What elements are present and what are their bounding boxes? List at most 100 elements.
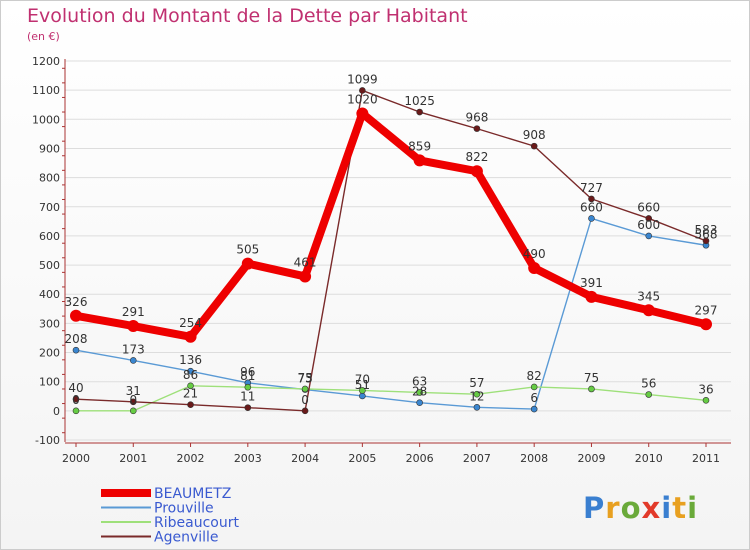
data-point [588,215,595,222]
data-point [588,195,595,203]
chart-subtitle: (en €) [27,30,60,43]
data-label: 0 [301,393,309,407]
data-label: 0 [72,393,80,407]
data-point [585,290,598,303]
x-tick-label: 2000 [62,452,90,465]
data-label: 70 [355,372,370,386]
data-label: 600 [637,218,660,232]
data-point [702,397,710,404]
data-label: 96 [240,365,255,379]
chart-title: Evolution du Montant de la Dette par Hab… [27,5,468,27]
data-point [187,401,194,409]
data-label: 56 [641,377,656,391]
data-point [241,257,254,270]
series-line-agenville [75,89,707,412]
data-point [530,142,538,150]
series-line-prouville [75,217,707,410]
data-point [588,385,595,393]
x-tick-label: 2001 [119,452,147,465]
y-tick-label: 700 [39,201,60,214]
data-point [528,261,541,274]
data-point [129,398,137,406]
y-tick-label: 500 [39,259,60,272]
data-label: 11 [240,390,255,404]
data-label: 1025 [404,94,435,108]
data-label: 727 [580,181,603,195]
data-label: 136 [179,353,202,367]
data-label: 73 [297,372,312,386]
data-point [127,320,140,333]
data-point [530,383,538,391]
x-tick-label: 2009 [577,452,605,465]
data-label: 505 [236,243,259,257]
data-point [72,407,80,415]
data-point [700,318,712,331]
data-point [187,367,194,375]
data-label: 254 [179,316,202,330]
data-point [645,232,653,240]
data-label: 391 [580,276,603,290]
logo-letter: x [641,491,662,525]
data-point [473,404,481,411]
y-tick-label: 100 [39,376,60,389]
data-label: 568 [695,227,718,241]
data-point [473,125,481,132]
data-label: 490 [523,247,546,261]
x-tick-label: 2008 [520,452,548,465]
data-point [416,389,423,396]
x-tick-label: 2004 [291,452,319,465]
y-tick-label: 1100 [32,84,60,97]
x-tick-label: 2002 [177,452,205,465]
data-label: 859 [408,139,431,153]
y-tick-label: 400 [39,288,60,301]
data-label: 968 [465,111,488,125]
y-tick-label: 1000 [32,113,60,126]
legend-label: BEAUMETZ [154,486,231,502]
y-tick-label: -100 [35,434,60,447]
data-label: 75 [297,371,312,385]
data-point [356,107,369,120]
data-label: 57 [469,376,484,390]
y-tick-label: 800 [39,172,60,185]
data-label: 583 [695,223,718,237]
data-label: 291 [122,305,145,319]
data-point [359,392,366,400]
y-tick-label: 200 [39,347,60,360]
data-label: 82 [527,369,542,383]
data-label: 63 [412,374,427,388]
data-point [299,270,312,283]
legend-label: Agenville [154,530,219,546]
data-label: 21 [183,387,198,401]
data-point [72,395,80,403]
data-label: 40 [68,381,83,395]
x-tick-label: 2007 [463,452,491,465]
data-point [129,407,137,415]
data-point [645,391,653,398]
data-point [642,304,655,317]
data-label: 51 [355,378,370,392]
data-point [301,385,309,393]
data-label: 75 [584,371,599,385]
logo-letter: r [605,491,621,525]
data-label: 822 [465,150,488,164]
series-line-ribeaucourt [75,385,707,412]
data-point [70,309,82,322]
x-tick-label: 2006 [406,452,434,465]
x-tick-label: 2010 [635,452,663,465]
data-point [187,382,194,390]
data-label: 86 [183,368,198,382]
data-label: 1020 [347,92,378,106]
proxiti-logo: Proxiti [583,491,698,525]
logo-letter: o [620,491,642,525]
data-label: 297 [695,303,718,317]
data-point [702,237,710,245]
data-label: 12 [469,389,484,403]
data-point [301,407,309,415]
data-label: 345 [637,289,660,303]
y-tick-label: 900 [39,142,60,155]
data-label: 326 [65,295,88,309]
y-tick-label: 600 [39,230,60,243]
logo-letter: P [583,491,606,525]
x-tick-label: 2005 [348,452,376,465]
